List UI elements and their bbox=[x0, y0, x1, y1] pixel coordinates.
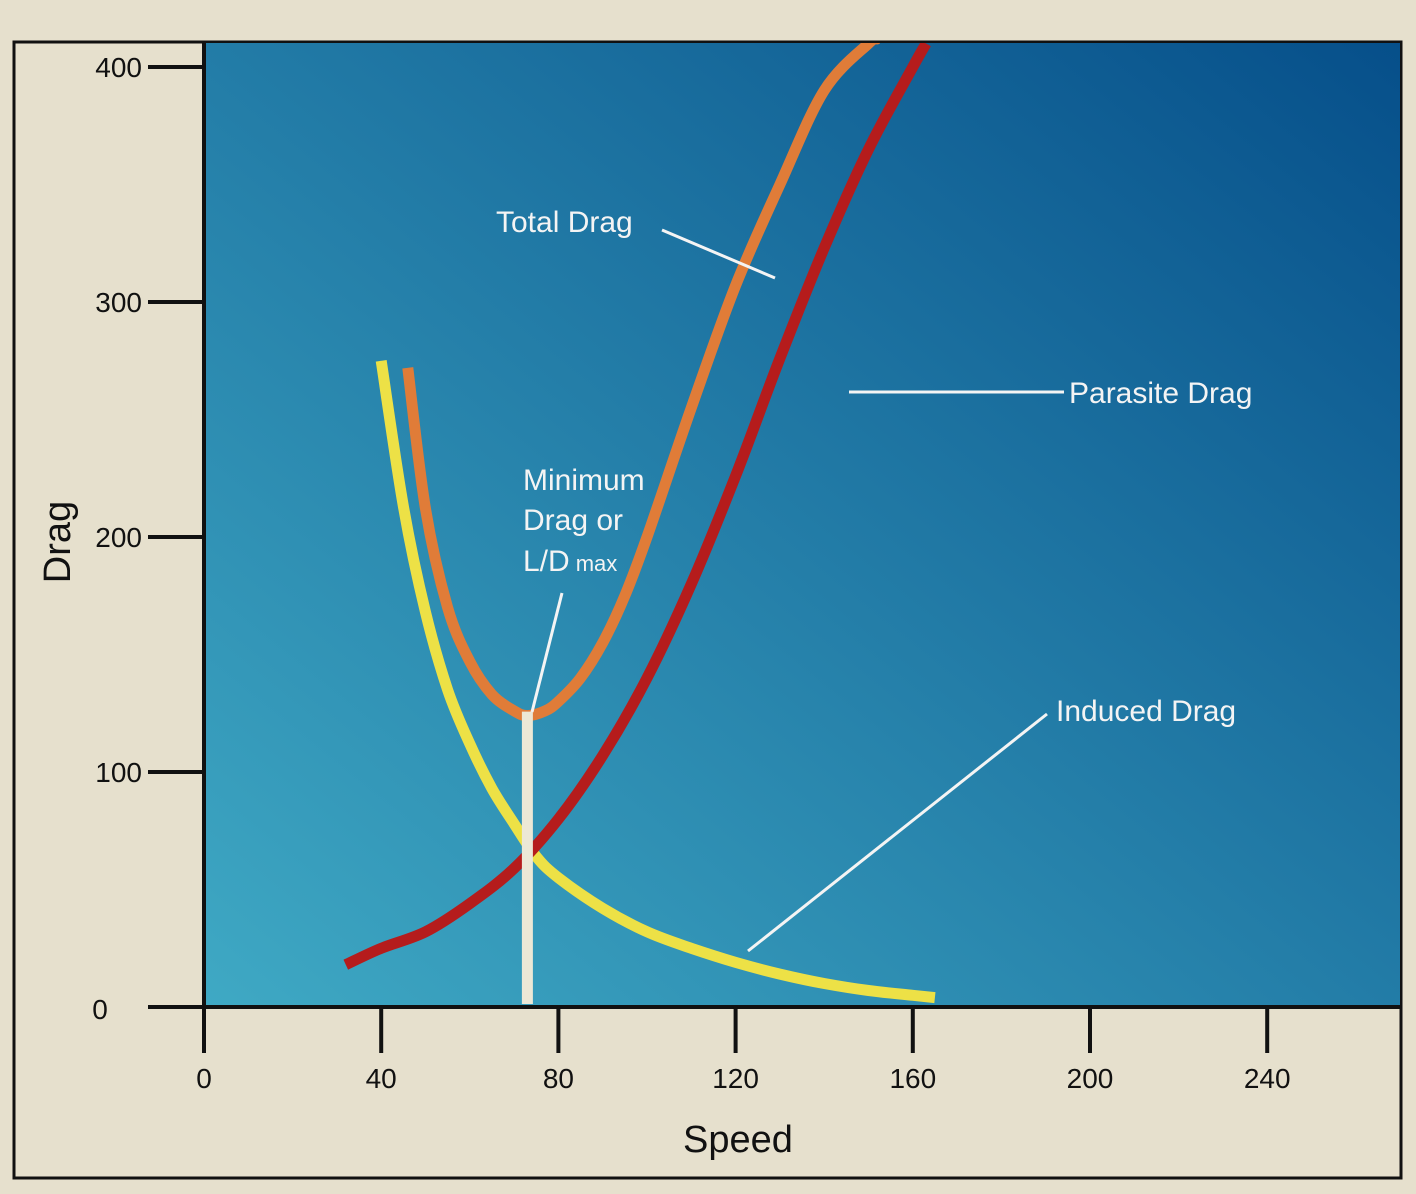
min-drag-label-max: max bbox=[576, 551, 618, 576]
y-ticks: 0 100 200 300 400 bbox=[92, 52, 206, 1025]
induced-drag-curve bbox=[375, 359, 936, 1004]
x-tick-label: 40 bbox=[366, 1063, 397, 1094]
min-drag-label-line1: Minimum bbox=[523, 464, 645, 497]
x-tick-label: 160 bbox=[889, 1063, 936, 1094]
min-drag-leader bbox=[530, 592, 564, 713]
total-drag-curve bbox=[402, 43, 881, 722]
series-layer bbox=[343, 43, 936, 1004]
x-axis-title: Speed bbox=[683, 1119, 793, 1161]
y-tick-label: 100 bbox=[95, 757, 142, 788]
min-drag-label-line3: L/D max bbox=[523, 545, 617, 578]
y-axis-title: Drag bbox=[37, 501, 79, 583]
y-tick-label: 300 bbox=[95, 287, 142, 318]
total-drag-label: Total Drag bbox=[496, 206, 633, 239]
x-tick-label: 80 bbox=[543, 1063, 574, 1094]
induced-drag-leader bbox=[747, 712, 1048, 953]
parasite-drag-curve bbox=[343, 43, 931, 970]
x-ticks: 0 40 80 120 160 200 240 bbox=[196, 1007, 1291, 1094]
plot-area bbox=[204, 43, 1400, 1006]
x-tick-label: 200 bbox=[1067, 1063, 1114, 1094]
x-tick-label: 240 bbox=[1244, 1063, 1291, 1094]
chart-frame bbox=[12, 40, 1403, 1180]
y-tick-label: 200 bbox=[95, 522, 142, 553]
parasite-drag-label: Parasite Drag bbox=[1069, 377, 1252, 410]
x-tick-label: 120 bbox=[712, 1063, 759, 1094]
y-tick-label: 400 bbox=[95, 52, 142, 83]
induced-drag-label: Induced Drag bbox=[1056, 695, 1236, 728]
x-tick-label: 0 bbox=[196, 1063, 212, 1094]
total-drag-leader bbox=[661, 228, 776, 280]
min-drag-label-line2: Drag or bbox=[523, 504, 623, 537]
y-tick-label: 0 bbox=[92, 994, 108, 1025]
min-drag-label-ld: L/D bbox=[523, 545, 570, 578]
